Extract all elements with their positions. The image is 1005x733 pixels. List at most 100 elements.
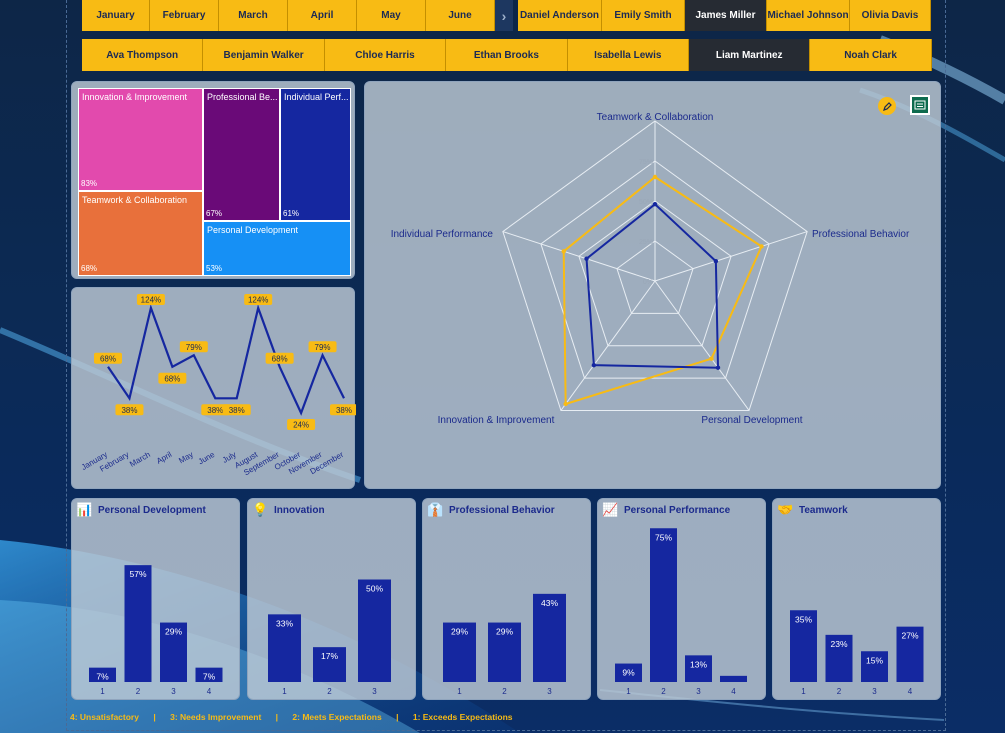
treemap-cell-personal-development[interactable]: Personal Development 53%: [203, 221, 351, 276]
data-label-text: 38%: [229, 406, 245, 415]
data-label-text: 38%: [121, 406, 137, 415]
data-label-box: [308, 341, 337, 353]
bar-category-label: 3: [372, 687, 377, 696]
radar-tick-label: 75%: [639, 159, 653, 166]
bar[interactable]: [825, 634, 853, 682]
employee-button[interactable]: James Miller: [685, 0, 767, 31]
spreadsheet-icon[interactable]: [910, 95, 930, 115]
innovation-icon: 💡: [252, 502, 269, 517]
radar-grid-ring: [540, 160, 770, 379]
performance-chart-icon: 📈: [602, 502, 619, 517]
data-label-box: [287, 419, 316, 430]
bar-category-label: 3: [171, 687, 176, 696]
bar[interactable]: [615, 663, 642, 682]
employee-button[interactable]: Ava Thompson: [82, 39, 204, 71]
bar-category-label: 1: [626, 687, 631, 696]
bar[interactable]: [896, 626, 924, 682]
radar-axis-label: Personal Development: [701, 415, 802, 426]
employee-button[interactable]: Olivia Davis: [850, 0, 931, 31]
bar-chart-panel: 📊 Personal Development 7% 1 57% 2 29% 3 7% 4: [71, 498, 240, 700]
bar-value-label: 29%: [496, 627, 513, 637]
legend-separator: |: [396, 712, 399, 722]
data-label: 68%: [94, 352, 122, 364]
bar[interactable]: [685, 655, 712, 682]
treemap-label: Professional Be...: [207, 92, 278, 102]
treemap-cell-professional[interactable]: Professional Be... 67%: [203, 88, 280, 221]
x-tick-label: June: [197, 450, 217, 467]
bar-value-label: 29%: [165, 627, 182, 637]
data-label-text: 38%: [207, 406, 223, 415]
treemap-cell-innovation[interactable]: Innovation & Improvement 83%: [78, 88, 203, 191]
bar[interactable]: [861, 651, 888, 682]
radar-axis-label: Teamwork & Collaboration: [597, 112, 714, 123]
employee-button[interactable]: Daniel Anderson: [518, 0, 602, 31]
bar-category-label: 1: [100, 687, 105, 696]
treemap-label: Innovation & Improvement: [82, 92, 188, 102]
data-label-text: 68%: [272, 354, 288, 363]
treemap-cell-teamwork[interactable]: Teamwork & Collaboration 68%: [78, 191, 203, 276]
treemap-label: Teamwork & Collaboration: [82, 195, 188, 205]
radar-point: [709, 356, 714, 361]
employee-button[interactable]: Emily Smith: [602, 0, 685, 31]
x-tick-label: March: [128, 450, 152, 469]
edit-icon[interactable]: [878, 97, 896, 115]
month-button[interactable]: February: [150, 0, 219, 31]
radar-tick-label: 25%: [639, 239, 653, 246]
treemap-value: 61%: [283, 209, 300, 218]
bar-chart-panel: 🤝 Teamwork 35% 1 23% 2 15% 3 27% 4: [772, 498, 941, 700]
bar[interactable]: [268, 614, 301, 682]
data-label-text: 68%: [164, 374, 180, 383]
bar-chart-panel: 👔 Professional Behavior 29% 1 29% 2 43% 3: [422, 498, 591, 700]
chevron-right-icon[interactable]: ›: [495, 0, 513, 31]
radar-series: [562, 175, 763, 406]
employee-button[interactable]: Benjamin Walker: [203, 39, 325, 71]
data-label: 68%: [158, 372, 187, 384]
bar[interactable]: [790, 610, 817, 682]
bar-chart-title: Personal Performance: [624, 505, 731, 516]
bar-category-label: 2: [661, 687, 666, 696]
bar[interactable]: [124, 565, 152, 682]
employee-button[interactable]: Liam Martinez: [689, 39, 811, 71]
line-series: [107, 304, 345, 416]
bar[interactable]: [533, 593, 566, 682]
bar[interactable]: [650, 528, 677, 682]
employee-button[interactable]: Michael Johnson: [767, 0, 850, 31]
bar[interactable]: [720, 675, 747, 682]
legend-item: 1: Exceeds Expectations: [412, 712, 513, 722]
bar-value-label: 33%: [276, 618, 293, 628]
bar-value-label: 13%: [690, 659, 707, 669]
employee-button[interactable]: Noah Clark: [810, 39, 932, 71]
data-label-box: [222, 404, 251, 416]
treemap-cell-individual[interactable]: Individual Perf... 61%: [280, 88, 351, 221]
data-label-box: [94, 352, 122, 364]
bar-chart-title: Professional Behavior: [449, 505, 555, 516]
month-button[interactable]: March: [219, 0, 288, 31]
bar[interactable]: [89, 667, 116, 682]
month-button[interactable]: May: [357, 0, 426, 31]
bar-category-label: 2: [837, 687, 842, 696]
employee-button[interactable]: Isabella Lewis: [567, 39, 689, 71]
bar-value-label: 29%: [451, 627, 468, 637]
bar[interactable]: [358, 579, 391, 683]
data-label: 38%: [115, 404, 144, 416]
bar[interactable]: [443, 622, 476, 682]
bar-category-label: 1: [801, 687, 806, 696]
teamwork-icon: 🤝: [777, 502, 794, 517]
bar[interactable]: [160, 622, 187, 682]
data-label: 68%: [265, 352, 294, 364]
bar[interactable]: [488, 622, 521, 682]
employee-button[interactable]: Chloe Harris: [324, 39, 447, 71]
bar[interactable]: [313, 647, 346, 682]
employee-button[interactable]: Ethan Brooks: [446, 39, 568, 71]
radar-chart: 0% 25% 50% 75% Teamwork & Collaboration Profe…: [391, 112, 910, 426]
bar-value-label: 35%: [795, 614, 812, 624]
month-button[interactable]: January: [82, 0, 150, 31]
bar[interactable]: [195, 667, 223, 682]
monthly-line-chart-panel: 68% 38% 124% 68% 79% 38% 38% 124% 68% 24% 79% 38% Ja…: [71, 287, 358, 489]
bar-chart-title: Innovation: [274, 505, 325, 516]
data-label-text: 79%: [186, 343, 202, 352]
bar-category-label: 4: [207, 687, 212, 696]
month-button[interactable]: June: [426, 0, 495, 31]
month-button[interactable]: April: [288, 0, 357, 31]
bar-value-label: 43%: [541, 598, 558, 608]
